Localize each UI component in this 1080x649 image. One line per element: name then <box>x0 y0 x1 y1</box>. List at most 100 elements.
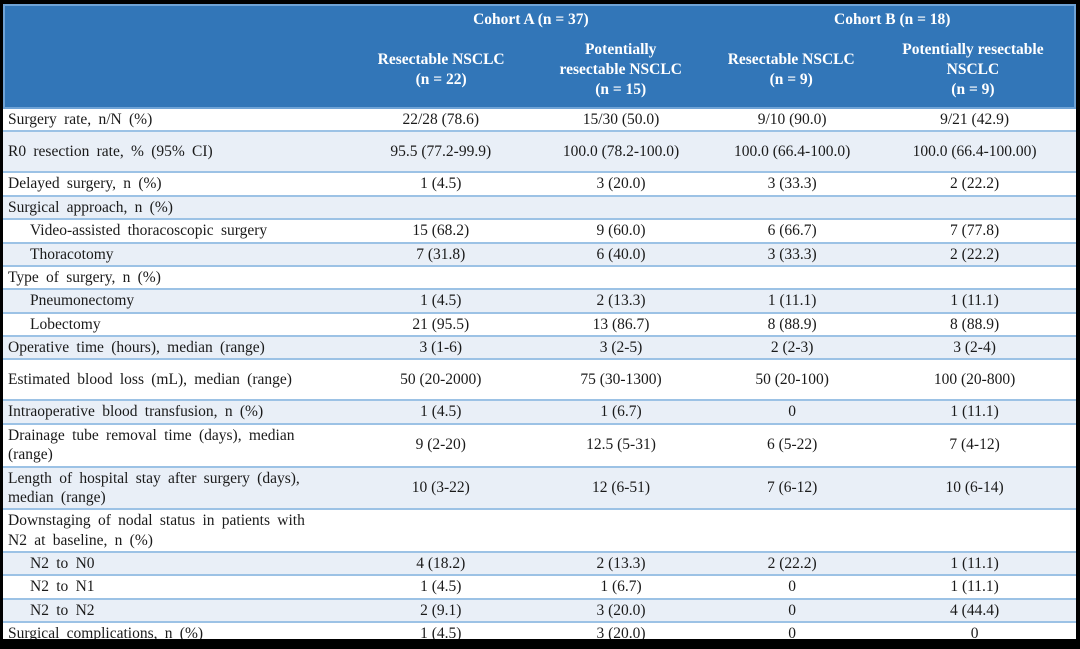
table-row: Surgery rate, n/N (%) 22/28 (78.6) 15/30… <box>3 109 1076 132</box>
cohort-b-header: Cohort B (n = 18) <box>834 10 951 28</box>
cell-value <box>531 196 711 219</box>
cell-value: 21 (95.5) <box>412 315 470 333</box>
cell-value: 7 (77.8) <box>950 222 1000 240</box>
table-row: Video-assisted thoracoscopic surgery 15 … <box>3 219 1076 243</box>
cell-value <box>351 509 531 552</box>
cell-value: 3 (2-5) <box>599 339 643 356</box>
column-header-resectable-a: Resectable NSCLC (n = 22) <box>377 50 505 88</box>
cell-value: 6 (5-22) <box>766 436 818 454</box>
cell-value: 1 (4.5) <box>420 403 462 421</box>
row-label: N2 to N1 <box>30 578 95 596</box>
cell-value: 1 (11.1) <box>950 292 999 310</box>
table-sheet: Cohort A (n = 37) Cohort B (n = 18) Rese… <box>3 4 1076 639</box>
row-label: Thoracotomy <box>30 245 114 263</box>
cell-value: 3 (33.3) <box>767 245 817 263</box>
cell-value: 9 (60.0) <box>596 222 646 240</box>
cell-value <box>531 266 711 289</box>
cell-value: 15 (68.2) <box>412 222 470 240</box>
row-label: Intraoperative blood transfusion, n (%) <box>8 403 264 421</box>
cell-value: 12.5 (5-31) <box>586 436 656 454</box>
cell-value: 2 (22.2) <box>767 555 817 572</box>
section-row: Surgical approach, n (%) <box>3 195 1076 220</box>
cell-value <box>711 509 873 552</box>
cohort-a-header: Cohort A (n = 37) <box>473 10 589 28</box>
row-label: R0 resection rate, % (95% CI) <box>8 143 213 161</box>
table-row: R0 resection rate, % (95% CI) 95.5 (77.2… <box>3 131 1076 173</box>
cell-value: 2 (13.3) <box>596 555 646 572</box>
row-label: Surgical complications, n (%) <box>8 625 204 639</box>
row-label: Pneumonectomy <box>30 292 135 310</box>
cell-value: 6 (40.0) <box>596 245 646 263</box>
cell-value: 0 <box>788 403 797 421</box>
section-label: Type of surgery, n (%) <box>8 268 161 286</box>
table-row: Thoracotomy 7 (31.8) 6 (40.0) 3 (33.3) 2… <box>3 242 1076 266</box>
row-label: Estimated blood loss (mL), median (range… <box>8 371 292 389</box>
cell-value: 8 (88.9) <box>950 315 1000 333</box>
row-label: Delayed surgery, n (%) <box>8 175 162 193</box>
table-row: Surgical complications, n (%) 1 (4.5) 3 … <box>3 622 1076 639</box>
cell-value <box>711 196 873 219</box>
cell-value <box>873 509 1076 552</box>
cell-value: 75 (30-1300) <box>580 371 662 389</box>
cell-value: 3 (20.0) <box>596 625 646 639</box>
cell-value <box>711 266 873 289</box>
cell-value: 3 (20.0) <box>596 175 646 193</box>
row-label: Operative time (hours), median (range) <box>8 339 265 356</box>
cell-value: 95.5 (77.2-99.9) <box>390 143 492 161</box>
section-row: Downstaging of nodal status in patients … <box>3 509 1076 552</box>
cell-value: 3 (2-4) <box>953 339 996 356</box>
table-row: N2 to N1 1 (4.5) 1 (6.7) 0 1 (11.1) <box>3 575 1076 599</box>
cell-value: 1 (6.7) <box>600 578 642 596</box>
column-header-potentially-b: Potentially resectable NSCLC (n = 9) <box>902 40 1044 99</box>
cell-value: 0 <box>788 578 797 596</box>
cell-value: 10 (3-22) <box>411 479 470 497</box>
column-header-row: Resectable NSCLC (n = 22) Potentially re… <box>5 33 1074 107</box>
cell-value: 15/30 (50.0) <box>582 111 660 128</box>
cell-value: 3 (33.3) <box>767 175 817 193</box>
row-label: N2 to N0 <box>30 555 95 572</box>
cell-value: 1 (6.7) <box>600 403 642 421</box>
cell-value: 1 (4.5) <box>420 175 462 193</box>
column-header-potentially-a: Potentially resectable NSCLC (n = 15) <box>559 40 682 99</box>
table-row: Operative time (hours), median (range) 3… <box>3 336 1076 360</box>
cell-value: 100.0 (66.4-100.0) <box>734 143 851 161</box>
cell-value: 13 (86.7) <box>592 315 650 333</box>
cell-value: 100 (20-800) <box>933 371 1016 389</box>
cell-value: 9/10 (90.0) <box>757 111 827 128</box>
cell-value: 0 <box>970 625 979 639</box>
cell-value <box>351 196 531 219</box>
cell-value <box>351 266 531 289</box>
cell-value: 1 (11.1) <box>767 292 817 310</box>
cell-value: 2 (2-3) <box>770 339 814 356</box>
table-row: Delayed surgery, n (%) 1 (4.5) 3 (20.0) … <box>3 172 1076 196</box>
row-label: Video-assisted thoracoscopic surgery <box>30 222 268 240</box>
cell-value: 3 (1-6) <box>419 339 463 356</box>
cell-value: 7 (4-12) <box>949 436 1000 454</box>
cell-value: 0 <box>788 601 797 619</box>
table-row: Intraoperative blood transfusion, n (%) … <box>3 400 1076 424</box>
cell-value: 3 (20.0) <box>596 601 646 619</box>
cell-value: 4 (18.2) <box>416 555 466 572</box>
table-row: Length of hospital stay after surgery (d… <box>3 466 1076 510</box>
row-label: Length of hospital stay after surgery (d… <box>8 469 300 506</box>
row-label: Drainage tube removal time (days), media… <box>8 426 295 464</box>
cell-value: 50 (20-100) <box>755 371 829 389</box>
cell-value: 7 (31.8) <box>416 245 466 263</box>
table-header: Cohort A (n = 37) Cohort B (n = 18) Rese… <box>3 4 1076 109</box>
table-row: N2 to N0 4 (18.2) 2 (13.3) 2 (22.2) 1 (1… <box>3 552 1076 576</box>
table-row: Drainage tube removal time (days), media… <box>3 424 1076 467</box>
row-label: Lobectomy <box>30 315 101 333</box>
cell-value: 100.0 (66.4-100.00) <box>912 143 1037 161</box>
cell-value: 22/28 (78.6) <box>402 111 480 128</box>
table-row: Pneumonectomy 1 (4.5) 2 (13.3) 1 (11.1) … <box>3 289 1076 313</box>
table-row: Estimated blood loss (mL), median (range… <box>3 359 1076 401</box>
cell-value: 2 (22.2) <box>950 175 1000 193</box>
cohort-header-row: Cohort A (n = 37) Cohort B (n = 18) <box>5 6 1074 33</box>
section-label: Downstaging of nodal status in patients … <box>8 512 305 549</box>
cell-value: 9/21 (42.9) <box>940 111 1010 128</box>
cell-value: 9 (2-20) <box>415 436 466 454</box>
cell-value: 1 (11.1) <box>950 578 999 596</box>
cell-value: 10 (6-14) <box>945 479 1004 497</box>
cell-value: 2 (9.1) <box>420 601 462 619</box>
cell-value: 8 (88.9) <box>767 315 817 333</box>
